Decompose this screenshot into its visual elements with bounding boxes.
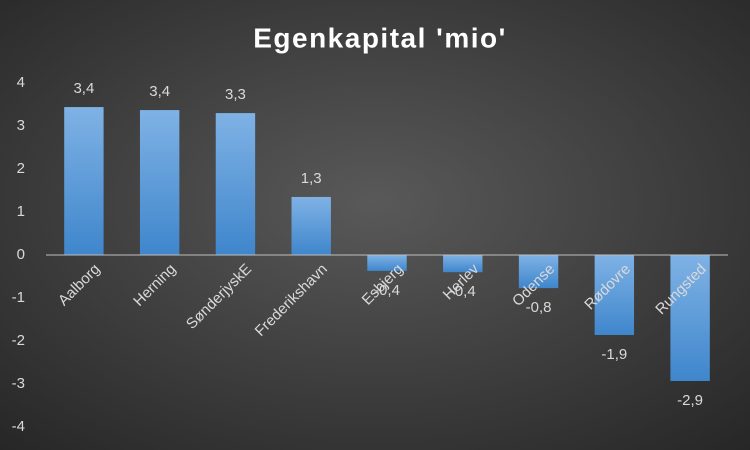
data-label: -0,4: [374, 282, 400, 299]
data-label: 3,4: [149, 83, 170, 100]
bar: [518, 255, 559, 289]
y-tick-label: -3: [12, 375, 25, 392]
data-label: -1,9: [601, 346, 627, 363]
y-tick-label: -2: [12, 332, 25, 349]
y-tick-label: 3: [17, 117, 25, 134]
chart-title: Egenkapital 'mio': [253, 22, 507, 53]
data-label: -2,9: [677, 392, 703, 409]
bar: [594, 255, 635, 335]
bar: [367, 255, 407, 271]
y-tick-label: 4: [17, 74, 25, 91]
data-label: 3,4: [73, 80, 94, 97]
y-tick-label: 2: [17, 160, 25, 177]
bar: [670, 255, 710, 381]
bar: [64, 107, 104, 255]
data-label: -0,8: [526, 299, 552, 316]
bar: [443, 255, 483, 273]
y-tick-label: 0: [17, 246, 25, 263]
bar: [215, 113, 256, 255]
bar: [139, 110, 180, 255]
data-label: 3,3: [225, 86, 246, 103]
data-label: 1,3: [301, 170, 322, 187]
y-tick-label: -4: [12, 418, 25, 435]
y-tick-label: 1: [17, 203, 25, 220]
data-label: -0,4: [450, 283, 476, 300]
y-tick-label: -1: [12, 289, 25, 306]
bar: [291, 196, 331, 255]
